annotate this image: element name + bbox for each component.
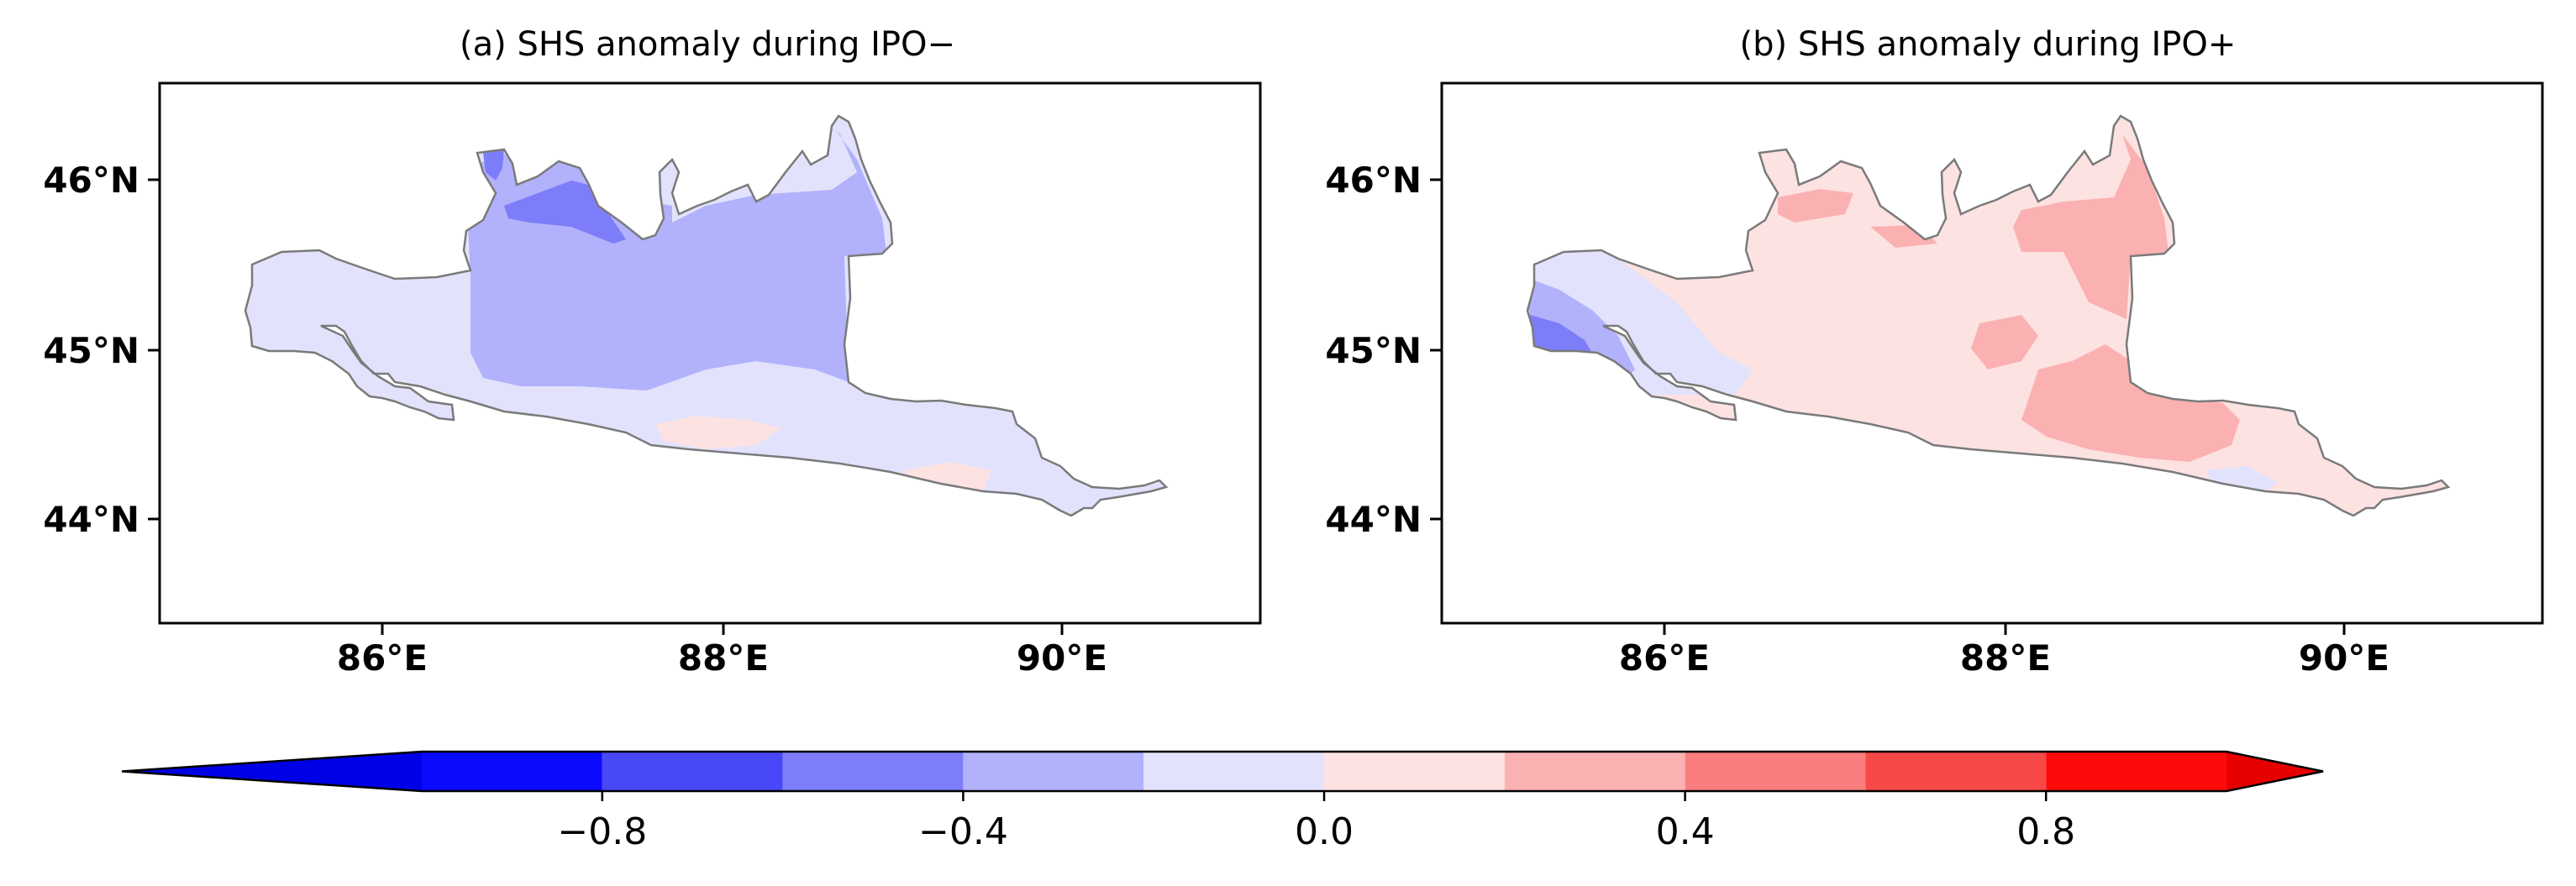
anomaly-fill-strong-2 (483, 149, 504, 181)
colorbar-tick-label: 0.4 (1656, 810, 1715, 853)
lat-tick-label: 46°N (1325, 160, 1422, 201)
colorbar-bin (602, 752, 783, 791)
lake-outline-a (244, 114, 1169, 517)
anomaly-fill-positive-c (1971, 315, 2038, 370)
lat-tick-label: 44°N (1325, 499, 1422, 540)
lake-outline-b (1526, 114, 2451, 517)
colorbar-tick-label: −0.8 (557, 810, 647, 853)
lat-tick-label: 46°N (43, 160, 139, 201)
panel-a-lat-axis: 46°N 45°N 44°N (43, 160, 160, 540)
colorbar-bin (1865, 752, 2047, 791)
panel-a-lon-axis: 86°E 88°E 90°E (337, 623, 1107, 679)
colorbar-bin (782, 752, 964, 791)
colorbar-extend-over (2226, 752, 2323, 791)
colorbar-tick-label: −0.4 (918, 810, 1008, 853)
anomaly-fill-positive-n1 (1778, 189, 1853, 223)
anomaly-fill-positive-ne (2013, 134, 2169, 319)
lat-tick-label: 44°N (43, 499, 139, 540)
panel-a: (a) SHS anomaly during IPO− 46°N 45°N 44… (43, 25, 1262, 679)
lon-tick-label: 88°E (1960, 637, 2051, 679)
colorbar: −0.8 −0.4 0.0 0.4 0.8 (121, 750, 2324, 853)
panel-b-title: (b) SHS anomaly during IPO+ (1740, 25, 2237, 64)
colorbar-extend-under (122, 752, 422, 791)
anomaly-fill-positive (655, 416, 781, 449)
lon-tick-label: 86°E (1619, 637, 1710, 679)
lon-tick-label: 90°E (2299, 637, 2389, 679)
panel-b-lon-axis: 86°E 88°E 90°E (1619, 623, 2389, 679)
colorbar-tick-label: 0.8 (2016, 810, 2075, 853)
lon-tick-label: 86°E (337, 637, 428, 679)
lat-tick-label: 45°N (43, 330, 139, 371)
colorbar-bin (2046, 752, 2226, 791)
colorbar-bin (422, 752, 602, 791)
lat-tick-label: 45°N (1325, 330, 1422, 371)
lon-tick-label: 90°E (1017, 637, 1107, 679)
anomaly-fill-positive-s (2021, 344, 2240, 462)
panel-b: (b) SHS anomaly during IPO+ 46°N 4 (1325, 25, 2544, 679)
colorbar-bin (1504, 752, 1685, 791)
colorbar-border (121, 750, 2324, 793)
panel-a-title: (a) SHS anomaly during IPO− (460, 25, 955, 64)
lon-tick-label: 88°E (678, 637, 769, 679)
colorbar-tick-label: 0.0 (1295, 810, 1354, 853)
panel-b-lat-axis: 46°N 45°N 44°N (1325, 160, 1442, 540)
colorbar-bin (963, 752, 1144, 791)
colorbar-bin (1143, 752, 1324, 791)
colorbar-bin (1685, 752, 1866, 791)
colorbar-bin (1324, 752, 1505, 791)
